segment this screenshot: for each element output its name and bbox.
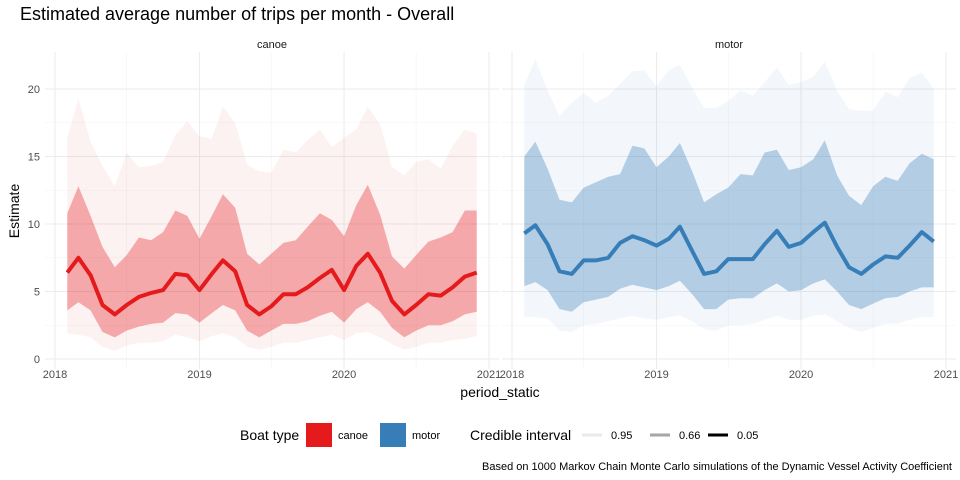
x-tick-label: 2021 [477, 369, 501, 381]
panel-motor: motor 2018 2019 2020 2021 [500, 39, 958, 381]
ci66-band-canoe [67, 184, 477, 338]
facet-label-canoe: canoe [257, 39, 287, 51]
x-tick-label: 2019 [644, 369, 668, 381]
y-axis-title: Estimate [6, 184, 22, 239]
y-tick-label: 10 [28, 219, 40, 231]
chart-caption: Based on 1000 Markov Chain Monte Carlo s… [482, 461, 952, 473]
chart-title: Estimated average number of trips per mo… [20, 4, 454, 24]
x-tick-label: 2018 [43, 369, 67, 381]
median-line-canoe [65, 251, 478, 317]
legend-key-motor [380, 423, 406, 447]
legend-title-credible-interval: Credible interval [470, 427, 571, 443]
x-tick-label: 2018 [500, 369, 524, 381]
ci66-band-motor [524, 140, 934, 312]
x-axis-title: period_static [460, 384, 539, 400]
legend-title-boat-type: Boat type [240, 427, 299, 443]
y-tick-label: 15 [28, 152, 40, 164]
legend: Boat type canoe motor Credible interval 0.95… [240, 423, 758, 447]
x-tick-label: 2020 [789, 369, 813, 381]
x-tick-label: 2020 [332, 369, 356, 381]
panel-canoe: canoe 2018 2019 2020 2021 [43, 39, 501, 381]
ci95-band-motor [524, 59, 934, 333]
legend-key-canoe [306, 423, 332, 447]
y-tick-label: 0 [34, 354, 40, 366]
median-line-motor [523, 220, 935, 276]
y-tick-label: 5 [34, 287, 40, 299]
y-tick-label: 20 [28, 84, 40, 96]
legend-label-interval: 0.66 [679, 430, 700, 442]
ci95-band-canoe [67, 98, 477, 351]
facet-label-motor: motor [715, 39, 743, 51]
legend-label-interval: 0.95 [611, 430, 632, 442]
x-tick-label: 2021 [934, 369, 958, 381]
x-tick-label: 2019 [187, 369, 211, 381]
legend-label-canoe: canoe [338, 430, 368, 442]
legend-label-motor: motor [412, 430, 440, 442]
legend-label-interval: 0.05 [737, 430, 758, 442]
